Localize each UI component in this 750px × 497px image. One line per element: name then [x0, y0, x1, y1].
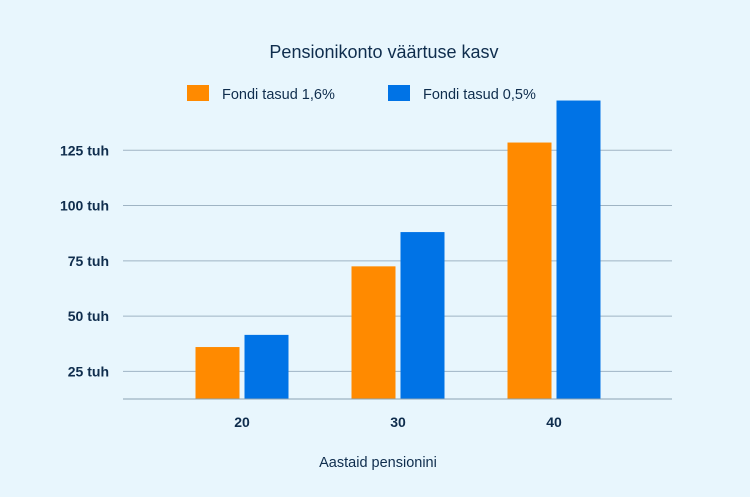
legend: Fondi tasud 1,6% Fondi tasud 0,5%	[187, 85, 536, 103]
x-axis-label: Aastaid pensionini	[319, 455, 437, 471]
bar-series-1-20	[195, 347, 240, 399]
x-tick-label: 20	[234, 414, 250, 430]
y-axis-ticks: 25 tuh 50 tuh 75 tuh 100 tuh 125 tuh	[60, 142, 109, 379]
bar-series-2-30	[400, 232, 445, 399]
y-tick-label: 75 tuh	[68, 253, 109, 269]
x-tick-label: 30	[390, 414, 406, 430]
y-tick-label: 125 tuh	[60, 142, 109, 158]
legend-label-series-2: Fondi tasud 0,5%	[423, 87, 536, 103]
bar-series-2-20	[244, 334, 289, 399]
bar-series-1-30	[351, 266, 396, 399]
x-tick-label: 40	[546, 414, 562, 430]
legend-swatch-series-2	[388, 85, 410, 101]
legend-label-series-1: Fondi tasud 1,6%	[222, 87, 335, 103]
bar-series-2-40	[556, 100, 601, 399]
x-axis-ticks: 20 30 40	[234, 414, 562, 430]
bars	[195, 100, 601, 399]
bar-series-1-40	[507, 142, 552, 399]
y-tick-label: 100 tuh	[60, 198, 109, 214]
y-tick-label: 25 tuh	[68, 363, 109, 379]
legend-swatch-series-1	[187, 85, 209, 101]
y-tick-label: 50 tuh	[68, 308, 109, 324]
chart-title: Pensionikonto väärtuse kasv	[269, 42, 498, 62]
